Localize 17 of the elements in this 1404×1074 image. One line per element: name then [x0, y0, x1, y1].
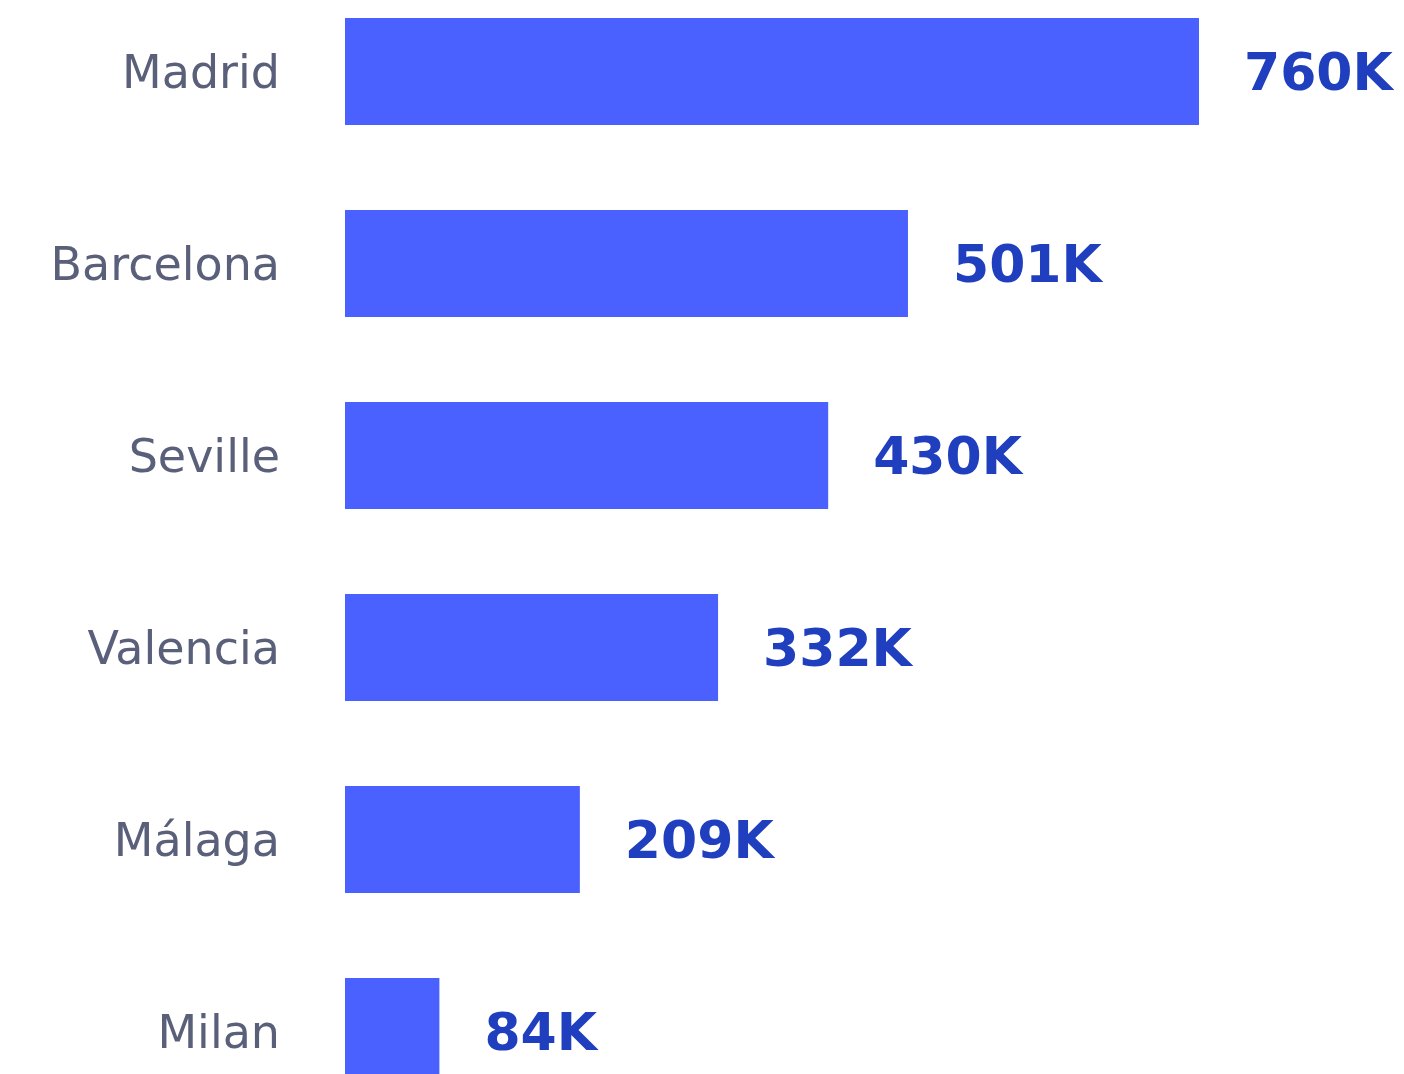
- bar: [345, 210, 908, 317]
- bar: [345, 594, 719, 701]
- y-tick-label: Milan: [157, 1004, 280, 1059]
- y-tick-label: Barcelona: [50, 236, 280, 291]
- data-label: 501K: [952, 233, 1104, 294]
- data-label: 760K: [1244, 41, 1395, 102]
- data-label: 84K: [484, 1001, 599, 1062]
- data-label: 430K: [873, 425, 1024, 486]
- y-tick-label: Valencia: [87, 620, 280, 675]
- y-tick-label: Seville: [128, 428, 280, 483]
- bar: [345, 402, 829, 509]
- bar: [345, 18, 1199, 125]
- data-label: 209K: [624, 809, 776, 870]
- bar: [345, 786, 580, 893]
- y-tick-label: Málaga: [113, 812, 280, 867]
- y-tick-label: Madrid: [122, 44, 280, 99]
- data-label: 332K: [763, 617, 914, 678]
